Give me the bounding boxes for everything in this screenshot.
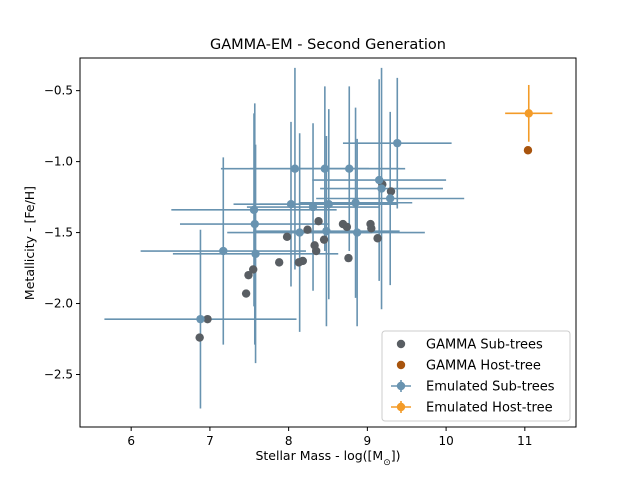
data-point-2-2 bbox=[249, 205, 259, 215]
axes-border bbox=[79, 57, 577, 428]
data-point-2-3 bbox=[250, 219, 259, 229]
data-point-2-4 bbox=[251, 249, 260, 259]
data-point-2-1 bbox=[219, 246, 228, 256]
data-point-0-19 bbox=[373, 234, 382, 243]
data-point-2-13 bbox=[351, 198, 360, 207]
data-point-0-16 bbox=[344, 253, 353, 263]
x-axis-label-prefix: Stellar Mass - log([M bbox=[255, 448, 383, 463]
data-point-0-4 bbox=[249, 265, 258, 274]
data-point-0-13 bbox=[319, 235, 329, 244]
legend-marker bbox=[396, 402, 406, 412]
data-point-2-12 bbox=[345, 164, 354, 173]
data-point-2-15 bbox=[374, 175, 384, 185]
data-point-0-12 bbox=[314, 217, 323, 226]
chart-title: GAMMA-EM - Second Generation bbox=[210, 37, 446, 53]
legend-label: GAMMA Sub-trees bbox=[426, 338, 543, 353]
x-tick-label: 11 bbox=[517, 434, 532, 448]
x-tick-label: 7 bbox=[206, 434, 214, 448]
legend-marker bbox=[396, 360, 406, 370]
legend-label: Emulated Sub-trees bbox=[426, 380, 555, 395]
data-point-0-15 bbox=[342, 222, 352, 232]
data-point-2-8 bbox=[308, 202, 318, 212]
data-point-2-9 bbox=[320, 164, 330, 173]
data-point-0-21 bbox=[386, 187, 396, 196]
data-point-2-7 bbox=[295, 228, 304, 237]
y-axis-label: Metallicity - [Fe/H] bbox=[22, 186, 37, 300]
data-point-0-11 bbox=[311, 246, 321, 256]
data-point-0-5 bbox=[274, 258, 284, 267]
x-axis-label-sub: ⊙ bbox=[383, 458, 391, 468]
y-tick-label: −2.5 bbox=[44, 367, 73, 381]
x-axis: 6 7 8 9 10 11 bbox=[127, 427, 532, 448]
data-point-2-5 bbox=[286, 199, 296, 209]
legend-marker bbox=[396, 381, 406, 391]
data-point-2-14 bbox=[352, 228, 362, 237]
data-point-0-9 bbox=[303, 225, 312, 234]
data-point-2-16 bbox=[377, 184, 386, 193]
y-tick-label: −0.5 bbox=[44, 84, 73, 98]
x-tick-label: 10 bbox=[438, 434, 453, 448]
data-point-0-8 bbox=[298, 256, 308, 266]
point-layer bbox=[195, 109, 533, 342]
data-point-2-11 bbox=[324, 199, 333, 209]
legend-label: Emulated Host-tree bbox=[426, 401, 553, 416]
y-tick-label: −1.5 bbox=[44, 226, 73, 240]
x-tick-label: 6 bbox=[127, 434, 135, 448]
legend-marker bbox=[396, 339, 406, 349]
data-point-1-0 bbox=[523, 146, 533, 155]
data-point-0-1 bbox=[203, 314, 212, 324]
legend: GAMMA Sub-trees GAMMA Host-tree Emulated S… bbox=[381, 330, 571, 422]
x-axis-label: Stellar Mass - log([M⊙]) bbox=[255, 448, 400, 468]
legend-box bbox=[381, 330, 571, 422]
data-point-0-0 bbox=[195, 333, 204, 342]
data-point-2-6 bbox=[290, 164, 300, 173]
y-axis: −0.5 −1.0 −1.5 −2.0 −2.5 bbox=[44, 84, 80, 381]
data-point-0-6 bbox=[282, 232, 292, 242]
x-tick-label: 8 bbox=[285, 434, 293, 448]
data-point-0-18 bbox=[367, 224, 376, 233]
data-point-2-17 bbox=[385, 194, 395, 203]
plot-area bbox=[104, 67, 553, 409]
data-point-3-0 bbox=[524, 109, 533, 118]
x-tick-label: 9 bbox=[364, 434, 372, 448]
x-axis-label-suffix: ]) bbox=[391, 448, 401, 463]
data-point-2-10 bbox=[322, 226, 331, 236]
data-point-2-18 bbox=[393, 138, 402, 148]
data-point-0-2 bbox=[241, 289, 251, 298]
legend-label: GAMMA Host-tree bbox=[426, 359, 541, 374]
y-tick-label: −1.0 bbox=[44, 155, 73, 169]
data-point-0-3 bbox=[244, 270, 253, 280]
y-tick-label: −2.0 bbox=[44, 297, 73, 311]
data-point-2-0 bbox=[196, 314, 205, 324]
axes-frame bbox=[79, 57, 577, 428]
